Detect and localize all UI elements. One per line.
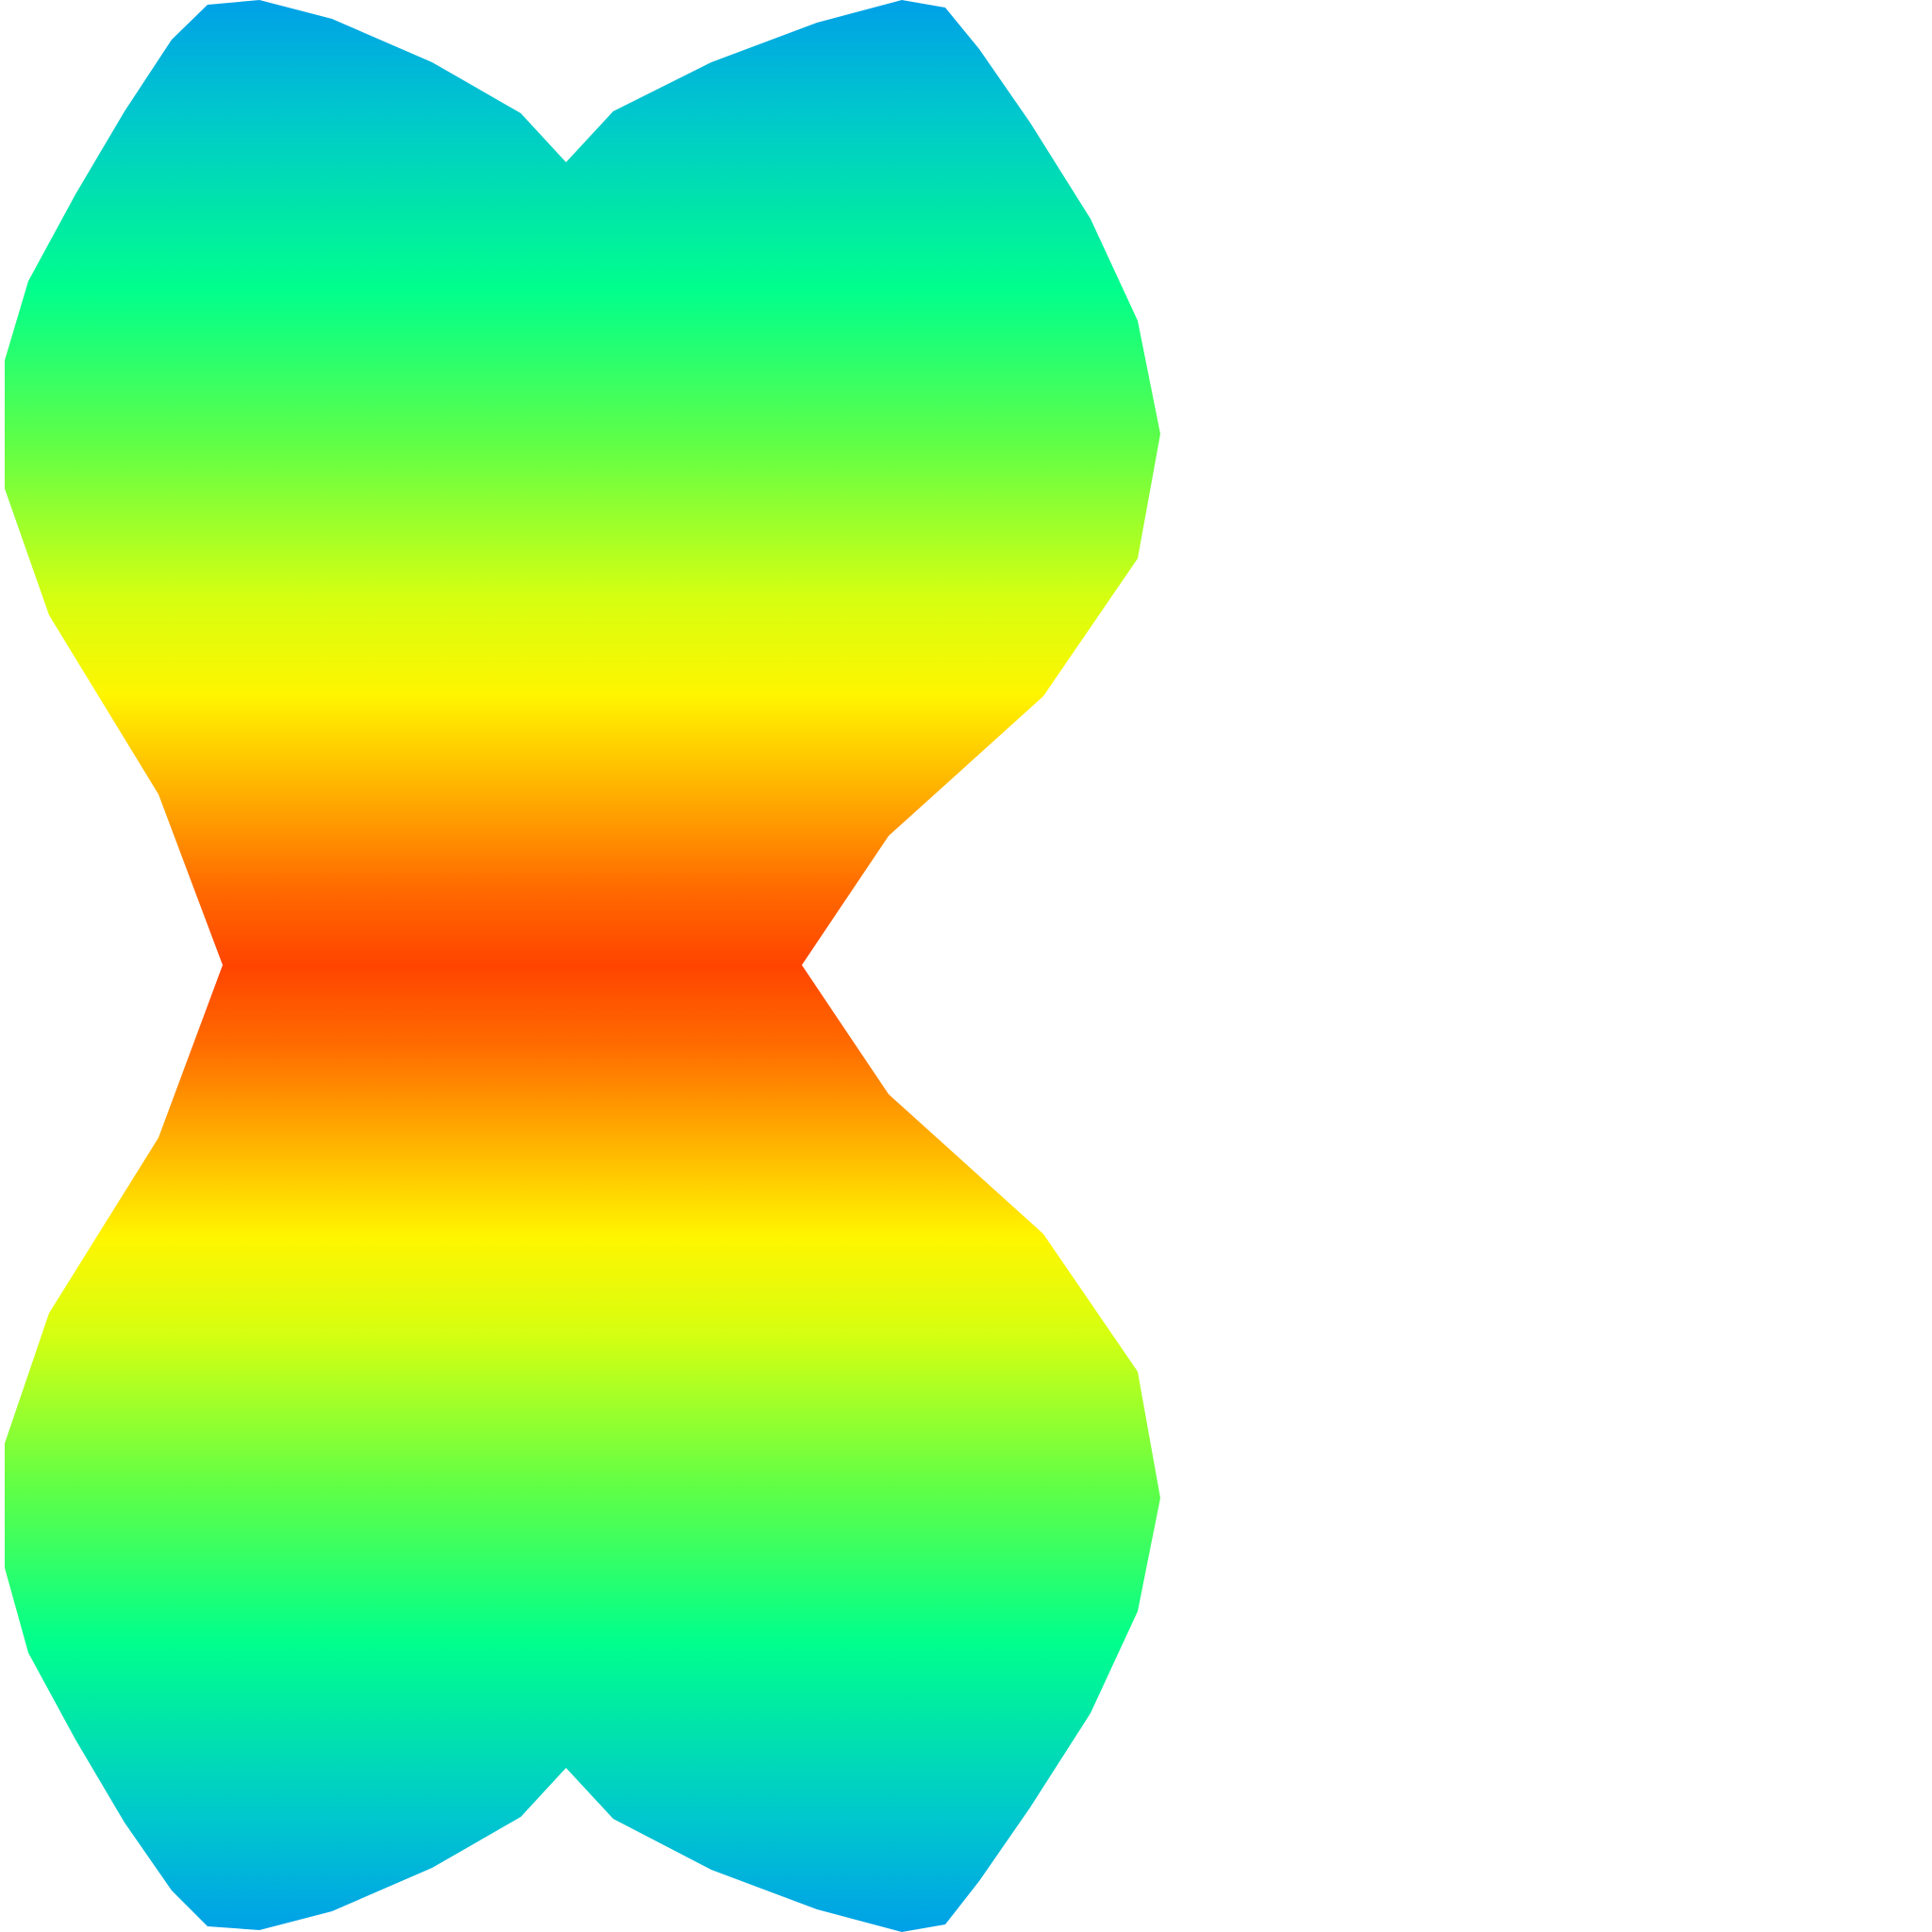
rainbow-polygon-shape <box>5 0 1160 1932</box>
